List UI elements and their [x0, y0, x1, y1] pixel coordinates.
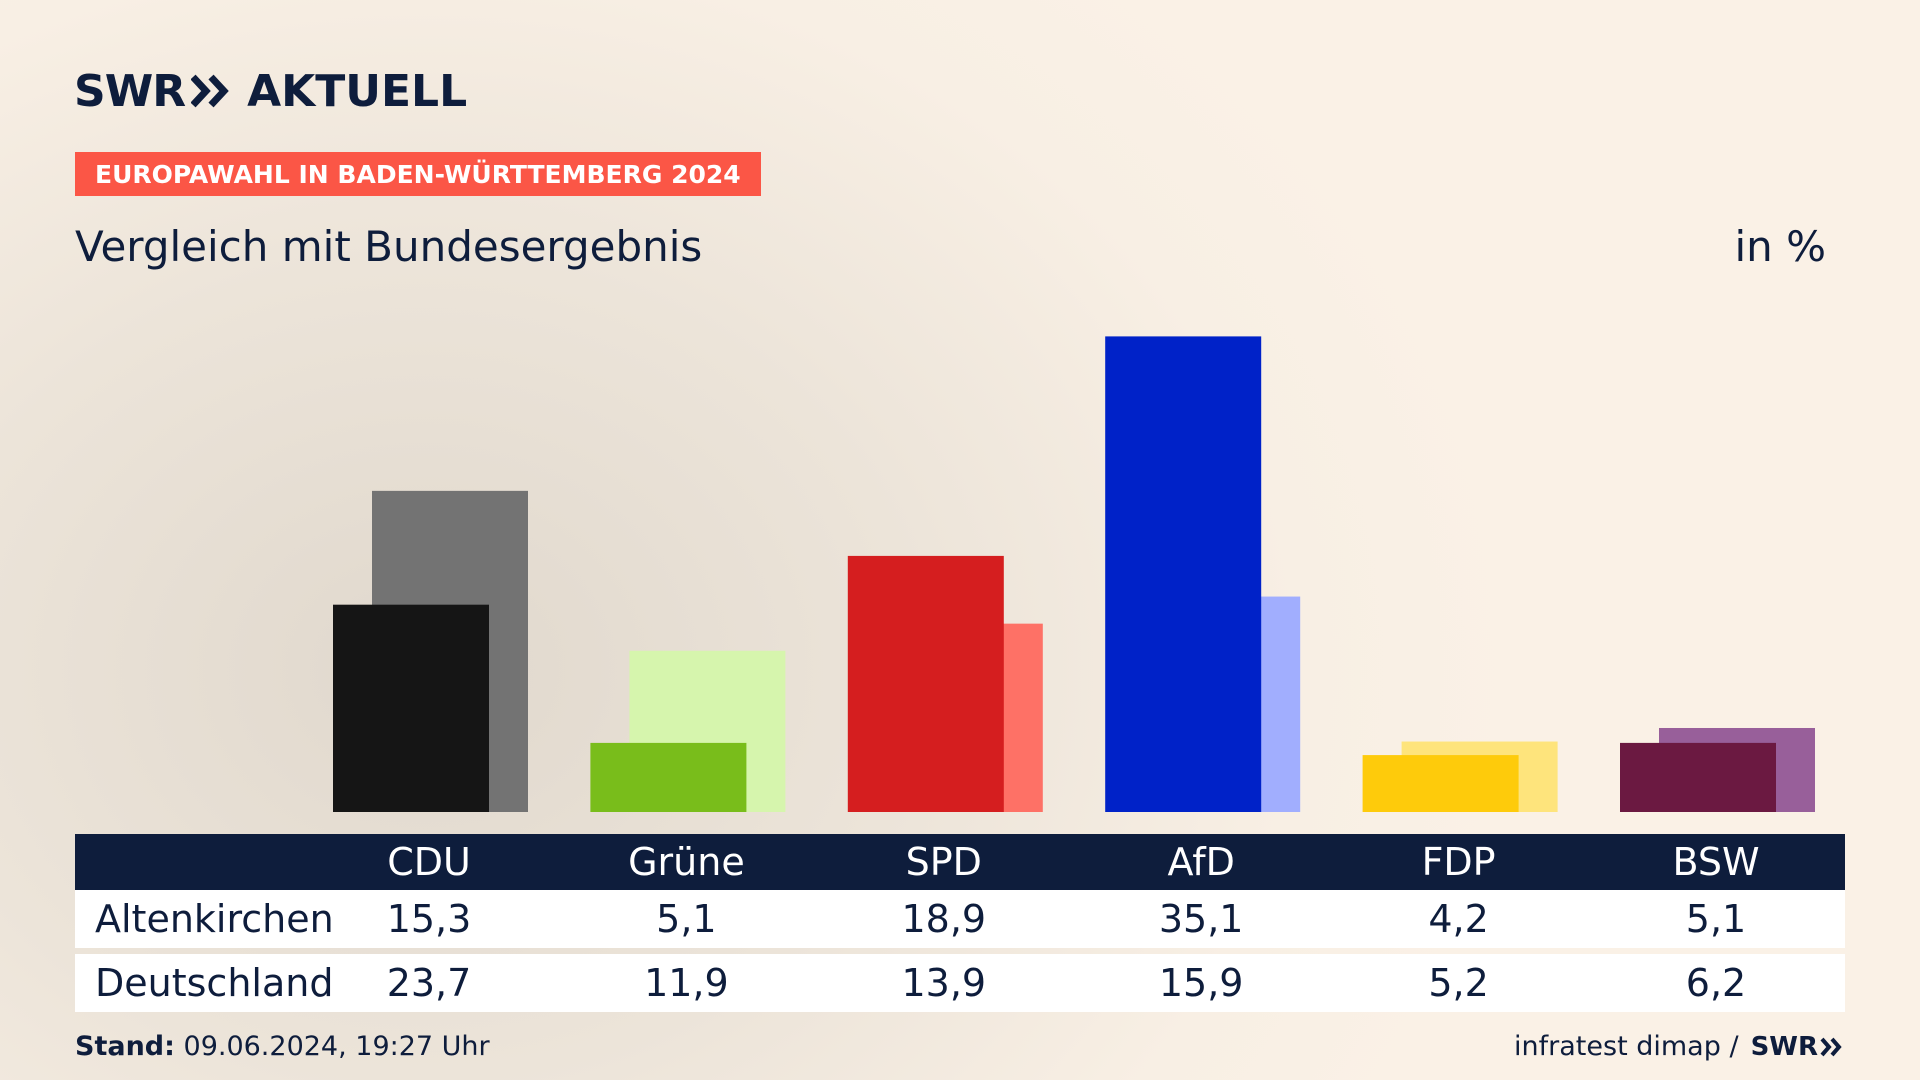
bar-cdu-altenkirchen: [333, 604, 489, 812]
unit-label: in %: [1734, 222, 1826, 271]
bar-afd-altenkirchen: [1105, 336, 1262, 812]
column-header-spd: SPD: [905, 840, 982, 884]
row-label-deutschland: Deutschland: [95, 961, 334, 1005]
bar-chart: [333, 336, 1815, 812]
table-row-altenkirchen: Altenkirchen 15,3 5,1 18,9 35,1 4,2 5,1: [75, 890, 1845, 948]
column-header-afd: AfD: [1167, 840, 1235, 884]
value-afd-deutschland: 15,9: [1158, 961, 1244, 1005]
column-header-cdu: CDU: [387, 840, 471, 884]
value-cdu-deutschland: 23,7: [386, 961, 472, 1005]
value-grune-deutschland: 11,9: [644, 961, 729, 1005]
value-spd-altenkirchen: 18,9: [901, 897, 987, 941]
value-bsw-altenkirchen: 5,1: [1685, 897, 1747, 941]
bar-grune-altenkirchen: [590, 742, 747, 812]
column-header-fdp: FDP: [1421, 840, 1496, 884]
double-chevron-icon: [191, 74, 229, 108]
value-grune-altenkirchen: 5,1: [656, 897, 717, 941]
row-label-altenkirchen: Altenkirchen: [95, 897, 334, 941]
chart-subtitle: Vergleich mit Bundesergebnis: [75, 222, 703, 271]
source-text: infratest dimap /: [1514, 1031, 1739, 1062]
bar-fdp-altenkirchen: [1362, 755, 1519, 812]
source-brand: SWR: [1750, 1031, 1818, 1062]
double-chevron-icon: [1820, 1037, 1842, 1056]
table-header: CDU Grüne SPD AfD FDP BSW: [75, 834, 1845, 890]
value-fdp-altenkirchen: 4,2: [1428, 897, 1489, 941]
timestamp: Stand: 09.06.2024, 19:27 Uhr: [75, 1031, 490, 1062]
table-row-deutschland: Deutschland 23,7 11,9 13,9 15,9 5,2 6,2: [75, 954, 1845, 1012]
swr-aktuell-logo: SWR AKTUELL: [74, 65, 468, 117]
stand-value: 09.06.2024, 19:27 Uhr: [183, 1031, 490, 1062]
bar-spd-altenkirchen: [847, 555, 1004, 812]
column-header-grune: Grüne: [628, 840, 745, 884]
chart-kicker: EUROPAWAHL IN BADEN-WÜRTTEMBERG 2024: [75, 152, 761, 196]
value-afd-altenkirchen: 35,1: [1158, 897, 1244, 941]
bar-bsw-altenkirchen: [1620, 742, 1776, 812]
column-header-bsw: BSW: [1672, 840, 1760, 884]
stand-label: Stand:: [75, 1031, 175, 1062]
value-cdu-altenkirchen: 15,3: [386, 897, 472, 941]
value-bsw-deutschland: 6,2: [1685, 961, 1747, 1005]
brand-product: AKTUELL: [247, 65, 468, 117]
value-fdp-deutschland: 5,2: [1428, 961, 1489, 1005]
value-spd-deutschland: 13,9: [901, 961, 987, 1005]
brand-name: SWR: [74, 65, 186, 117]
source-credit: infratest dimap / SWR: [1514, 1031, 1844, 1062]
results-table: CDU Grüne SPD AfD FDP BSW Altenkirchen 15,3 5,1…: [75, 834, 1845, 1012]
